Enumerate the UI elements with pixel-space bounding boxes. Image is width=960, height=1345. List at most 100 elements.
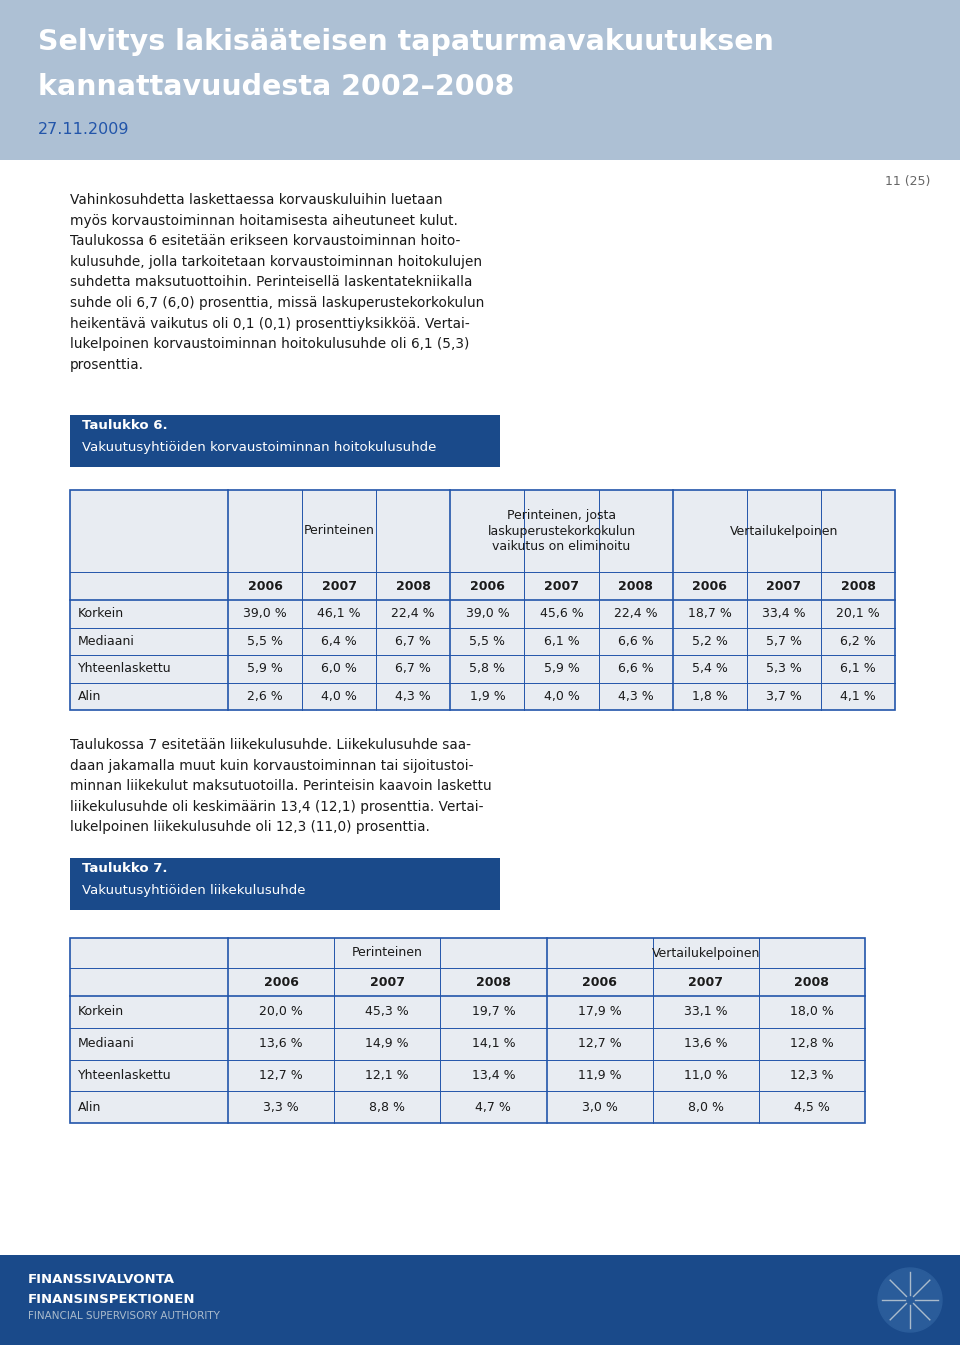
Text: 20,1 %: 20,1 % [836, 607, 879, 620]
Text: kannattavuudesta 2002–2008: kannattavuudesta 2002–2008 [38, 73, 515, 101]
Bar [70, 937, 865, 1123]
Text: Vakuutusyhtiöiden korvaustoiminnan hoitokulusuhde: Vakuutusyhtiöiden korvaustoiminnan hoito… [82, 441, 437, 455]
Text: 5,2 %: 5,2 % [692, 635, 728, 648]
Text: 18,7 %: 18,7 % [687, 607, 732, 620]
Text: 39,0 %: 39,0 % [466, 607, 509, 620]
Text: Mediaani: Mediaani [78, 1037, 134, 1050]
Text: 2008: 2008 [795, 975, 829, 989]
Text: Yhteenlaskettu: Yhteenlaskettu [78, 1069, 172, 1081]
Text: 2007: 2007 [688, 975, 723, 989]
Text: FINANCIAL SUPERVISORY AUTHORITY: FINANCIAL SUPERVISORY AUTHORITY [28, 1311, 220, 1321]
Text: 2006: 2006 [470, 580, 505, 593]
Text: 3,3 %: 3,3 % [263, 1100, 299, 1114]
Text: 12,7 %: 12,7 % [578, 1037, 621, 1050]
Text: vaikutus on eliminoitu: vaikutus on eliminoitu [492, 541, 631, 554]
Text: 5,5 %: 5,5 % [469, 635, 505, 648]
Text: 8,0 %: 8,0 % [687, 1100, 724, 1114]
Bar [70, 490, 895, 710]
Text: 4,5 %: 4,5 % [794, 1100, 829, 1114]
Text: 6,1 %: 6,1 % [840, 662, 876, 675]
Bar [0, 0, 960, 160]
Text: 14,9 %: 14,9 % [366, 1037, 409, 1050]
Bar [70, 416, 500, 467]
Text: 6,2 %: 6,2 % [840, 635, 876, 648]
Text: 2,6 %: 2,6 % [247, 690, 283, 702]
Text: Korkein: Korkein [78, 1005, 124, 1018]
Text: 2007: 2007 [544, 580, 579, 593]
Bar [70, 937, 865, 1123]
Text: 5,9 %: 5,9 % [247, 662, 283, 675]
Text: 1,8 %: 1,8 % [692, 690, 728, 702]
Text: 14,1 %: 14,1 % [471, 1037, 516, 1050]
Bar [70, 490, 895, 710]
Text: 12,8 %: 12,8 % [790, 1037, 834, 1050]
Text: 2006: 2006 [582, 975, 617, 989]
Text: Korkein: Korkein [78, 607, 124, 620]
Text: Vertailukelpoinen: Vertailukelpoinen [652, 947, 760, 959]
Text: 2008: 2008 [841, 580, 876, 593]
Bar [70, 858, 500, 911]
Text: 2008: 2008 [618, 580, 653, 593]
Text: 5,5 %: 5,5 % [247, 635, 283, 648]
Text: 12,1 %: 12,1 % [366, 1069, 409, 1081]
Text: 2007: 2007 [766, 580, 802, 593]
Text: Perinteinen: Perinteinen [351, 947, 422, 959]
Text: 6,7 %: 6,7 % [396, 662, 431, 675]
Text: 6,6 %: 6,6 % [617, 635, 654, 648]
Text: 4,7 %: 4,7 % [475, 1100, 512, 1114]
Text: 22,4 %: 22,4 % [392, 607, 435, 620]
Text: 5,7 %: 5,7 % [766, 635, 802, 648]
Text: Yhteenlaskettu: Yhteenlaskettu [78, 662, 172, 675]
Text: 4,3 %: 4,3 % [617, 690, 654, 702]
Text: 5,3 %: 5,3 % [766, 662, 802, 675]
Text: Perinteinen: Perinteinen [303, 525, 374, 538]
Text: Selvitys lakisääteisen tapaturmavakuutuksen: Selvitys lakisääteisen tapaturmavakuutuk… [38, 28, 774, 56]
Text: 6,0 %: 6,0 % [322, 662, 357, 675]
Text: 20,0 %: 20,0 % [259, 1005, 303, 1018]
Text: Taulukko 6.: Taulukko 6. [82, 420, 168, 432]
Text: 5,8 %: 5,8 % [469, 662, 505, 675]
Text: Vakuutusyhtiöiden liikekulusuhde: Vakuutusyhtiöiden liikekulusuhde [82, 884, 305, 897]
Text: 22,4 %: 22,4 % [613, 607, 658, 620]
Text: 11,9 %: 11,9 % [578, 1069, 621, 1081]
Text: 12,7 %: 12,7 % [259, 1069, 303, 1081]
Text: 2006: 2006 [264, 975, 299, 989]
Text: 8,8 %: 8,8 % [370, 1100, 405, 1114]
Text: 33,1 %: 33,1 % [684, 1005, 728, 1018]
Text: 13,6 %: 13,6 % [684, 1037, 728, 1050]
Text: 2008: 2008 [476, 975, 511, 989]
Text: 6,6 %: 6,6 % [617, 662, 654, 675]
Text: 33,4 %: 33,4 % [762, 607, 805, 620]
Text: 46,1 %: 46,1 % [318, 607, 361, 620]
Text: Alin: Alin [78, 690, 102, 702]
Text: 6,4 %: 6,4 % [322, 635, 357, 648]
Text: 45,6 %: 45,6 % [540, 607, 584, 620]
Text: 4,1 %: 4,1 % [840, 690, 876, 702]
Text: Alin: Alin [78, 1100, 102, 1114]
Text: 12,3 %: 12,3 % [790, 1069, 833, 1081]
Text: 2006: 2006 [692, 580, 727, 593]
Text: 5,4 %: 5,4 % [692, 662, 728, 675]
Text: laskuperustekorkokulun: laskuperustekorkokulun [488, 525, 636, 538]
Text: 1,9 %: 1,9 % [469, 690, 505, 702]
Text: 2007: 2007 [322, 580, 357, 593]
Text: 13,4 %: 13,4 % [471, 1069, 516, 1081]
Text: 2008: 2008 [396, 580, 431, 593]
Text: 19,7 %: 19,7 % [471, 1005, 516, 1018]
Text: FINANSINSPEKTIONEN: FINANSINSPEKTIONEN [28, 1293, 196, 1306]
Text: 2006: 2006 [248, 580, 282, 593]
Text: 3,0 %: 3,0 % [582, 1100, 617, 1114]
Text: 39,0 %: 39,0 % [243, 607, 287, 620]
Text: 4,0 %: 4,0 % [322, 690, 357, 702]
Text: Taulukossa 7 esitetään liikekulusuhde. Liikekulusuhde saa-
daan jakamalla muut k: Taulukossa 7 esitetään liikekulusuhde. L… [70, 738, 492, 834]
Polygon shape [878, 1268, 942, 1332]
Text: 3,7 %: 3,7 % [766, 690, 802, 702]
Text: Taulukko 7.: Taulukko 7. [82, 862, 167, 876]
Text: 2007: 2007 [370, 975, 405, 989]
Text: 6,1 %: 6,1 % [543, 635, 580, 648]
Text: 5,9 %: 5,9 % [543, 662, 580, 675]
Text: Vahinkosuhdetta laskettaessa korvauskuluihin luetaan
myös korvaustoiminnan hoita: Vahinkosuhdetta laskettaessa korvauskulu… [70, 192, 485, 371]
Text: Mediaani: Mediaani [78, 635, 134, 648]
Text: 17,9 %: 17,9 % [578, 1005, 621, 1018]
Text: 27.11.2009: 27.11.2009 [38, 122, 130, 137]
